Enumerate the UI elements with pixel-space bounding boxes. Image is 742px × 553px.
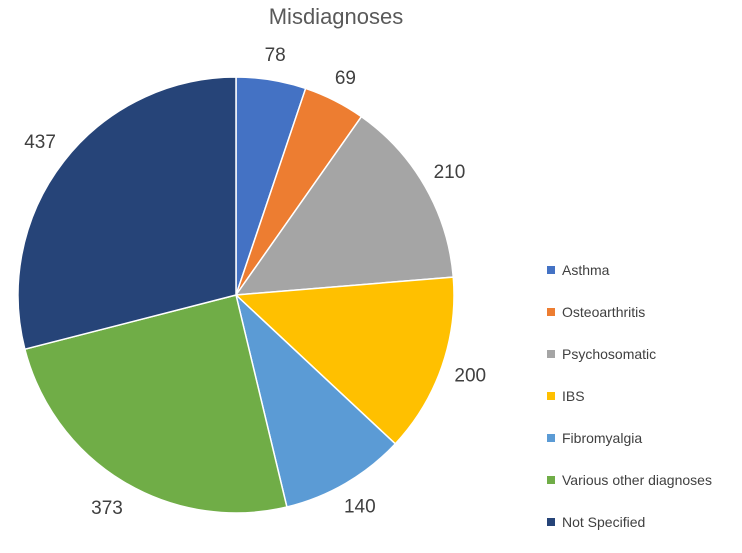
pie-slice-fibromyalgia <box>234 292 397 508</box>
legend-item-asthma: Asthma <box>547 259 712 280</box>
data-label-fibromyalgia: 140 <box>344 497 376 518</box>
chart-legend: Asthma Osteoarthritis Psychosomatic IBS Fibr… <box>547 259 712 553</box>
data-label-osteoarthritis: 69 <box>335 68 356 89</box>
legend-label: Osteoarthritis <box>562 303 646 320</box>
legend-swatch <box>547 475 555 484</box>
legend-item-psychosomatic: Psychosomatic <box>547 343 712 364</box>
data-label-asthma: 78 <box>265 45 286 66</box>
legend-label: Asthma <box>562 261 610 278</box>
legend-label: Various other diagnoses <box>562 471 712 488</box>
data-label-psychosomatic: 210 <box>434 162 466 183</box>
chart-title: Misdiagnoses <box>268 4 404 29</box>
legend-label: Not Specified <box>562 513 646 530</box>
legend-item-fibromyalgia: Fibromyalgia <box>547 427 712 448</box>
legend-label: Fibromyalgia <box>562 429 643 446</box>
data-label-ibs: 200 <box>454 365 486 386</box>
legend-item-osteoarthritis: Osteoarthritis <box>547 301 712 322</box>
pie-slice-not-specified <box>17 76 237 351</box>
legend-swatch <box>547 433 555 442</box>
legend-item-not-specified: Not Specified <box>547 511 712 532</box>
legend-label: Psychosomatic <box>562 345 657 362</box>
legend-label: IBS <box>562 387 585 404</box>
legend-swatch <box>547 391 555 400</box>
pie-slice-psychosomatic <box>234 115 455 296</box>
legend-item-various-other-diagnoses: Various other diagnoses <box>547 469 712 490</box>
data-label-various-other-diagnoses: 373 <box>91 498 123 519</box>
pie-slices <box>17 76 455 514</box>
pie-chart: 78 69 210 200 140 373 437 <box>17 45 486 519</box>
legend-swatch <box>547 517 555 526</box>
pie-slice-ibs <box>234 276 455 445</box>
legend-swatch <box>547 349 555 358</box>
legend-item-ibs: IBS <box>547 385 712 406</box>
pie-data-labels: 78 69 210 200 140 373 437 <box>24 45 486 519</box>
data-label-not-specified: 437 <box>24 132 56 153</box>
legend-swatch <box>547 307 555 316</box>
legend-swatch <box>547 265 555 274</box>
pie-slice-various-other-diagnoses <box>23 294 288 514</box>
